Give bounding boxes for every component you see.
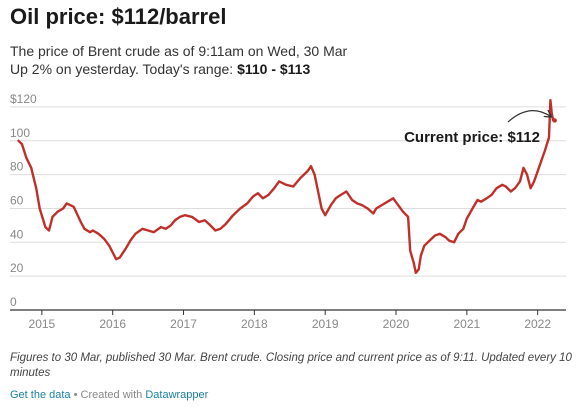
x-tick-label: 2016 (99, 317, 126, 331)
chart-notes: Figures to 30 Mar, published 30 Mar. Bre… (10, 352, 572, 379)
get-the-data-link[interactable]: Get the data (10, 389, 71, 401)
y-tick-label: 0 (10, 295, 17, 309)
chart-footer: Get the data • Created with Datawrapper (10, 389, 208, 401)
x-tick-label: 2019 (312, 317, 339, 331)
chart-title: Oil price: $112/barrel (10, 4, 227, 29)
x-tick-label: 2015 (29, 317, 56, 331)
x-tick-label: 2020 (383, 317, 410, 331)
x-tick-label: 2021 (453, 317, 480, 331)
subtitle-change-text: Up 2% on yesterday. Today's range: (10, 61, 238, 77)
current-price-point (552, 118, 557, 123)
x-tick-label: 2017 (170, 317, 197, 331)
y-tick-label: 40 (10, 227, 24, 241)
price-series-line (17, 99, 556, 275)
x-tick-label: 2022 (524, 317, 551, 331)
subtitle-line-1: The price of Brent crude as of 9:11am on… (10, 43, 348, 59)
footer-separator: • Created with (70, 389, 146, 401)
subtitle-range-value: $110 - $113 (237, 61, 311, 77)
datawrapper-link[interactable]: Datawrapper (145, 389, 209, 401)
y-tick-label: 100 (10, 126, 30, 140)
chart-subtitle: The price of Brent crude as of 9:11am on… (10, 42, 570, 78)
y-tick-label: 20 (10, 261, 24, 275)
oil-price-line-chart: 0 20 40 60 80 100 $120 Current price: $112 201… (10, 92, 566, 331)
y-tick-label: $120 (10, 92, 37, 106)
current-price-annotation: Current price: $112 (404, 129, 540, 146)
y-tick-label: 80 (10, 160, 24, 174)
subtitle-line-2: Up 2% on yesterday. Today's range: $110 … (10, 60, 570, 78)
x-tick-label: 2018 (241, 317, 268, 331)
annotation-arrow (507, 111, 551, 123)
y-tick-label: 60 (10, 193, 24, 207)
